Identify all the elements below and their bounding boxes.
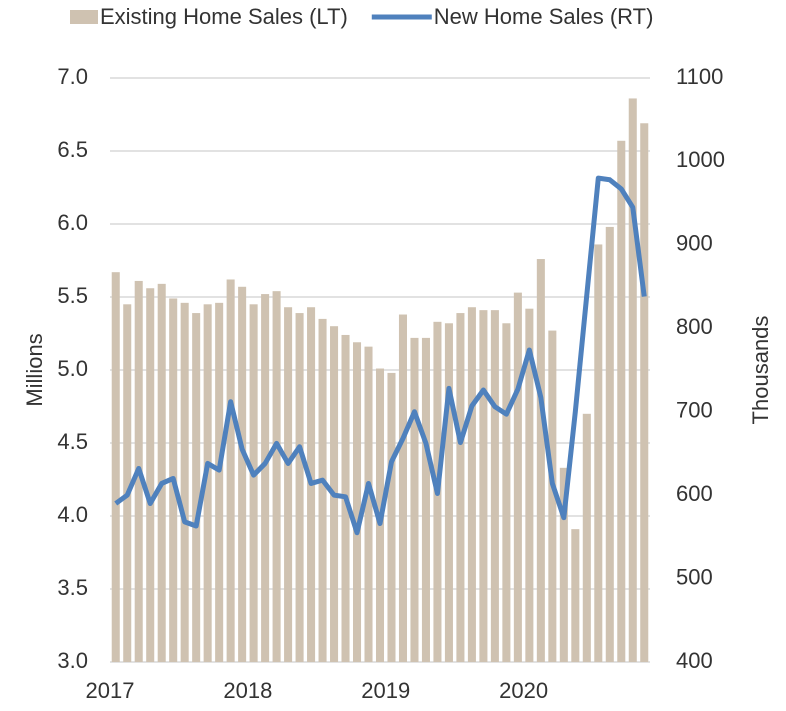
bar [353,342,362,662]
bar [582,413,591,662]
bar [490,310,499,662]
bar [536,259,545,662]
bar [238,286,247,662]
bar [157,283,166,662]
x-tick-label: 2019 [361,678,410,703]
y-tick-label: 7.0 [57,64,88,89]
y2-tick-label: 1000 [676,147,725,172]
bar [123,304,132,662]
bar [284,307,293,662]
bar [559,467,568,662]
x-tick-label: 2020 [499,678,548,703]
bar [571,529,580,662]
bar [421,337,430,662]
bar [146,288,155,662]
bar [617,140,626,662]
y2-tick-label: 800 [676,314,713,339]
y-tick-label: 4.0 [57,502,88,527]
y2-tick-label: 1100 [676,64,723,89]
line [114,175,647,536]
y2-tick-label: 400 [676,648,713,673]
y-tick-label: 5.5 [57,283,88,308]
bar [548,330,557,662]
bar [513,292,522,662]
y-tick-label: 3.5 [57,575,88,600]
bar [467,307,476,662]
bar [192,313,201,662]
bar [387,372,396,662]
bar [203,304,212,662]
x-tick-label: 2018 [223,678,272,703]
y2-axis-label: Thousands [748,316,773,425]
y-tick-label: 6.0 [57,210,88,235]
bar [444,323,453,662]
bar [525,308,534,662]
y2-tick-label: 500 [676,564,713,589]
y-axis-label: Millions [22,333,47,406]
legend-swatch [70,10,98,24]
bar [215,302,224,662]
bar [272,291,281,662]
bar [295,313,304,662]
bar [261,294,270,662]
y-tick-label: 4.5 [57,429,88,454]
x-tick-label: 2017 [86,678,135,703]
bar [479,310,488,662]
y2-tick-label: 900 [676,231,713,256]
bar [594,244,603,662]
y-tick-label: 3.0 [57,648,88,673]
bar [226,279,235,662]
y2-tick-label: 600 [676,481,713,506]
bar [456,313,465,662]
legend-label: New Home Sales (RT) [434,4,654,29]
bar [502,323,511,662]
bar [180,302,189,662]
bar [249,304,258,662]
y-tick-label: 6.5 [57,137,88,162]
bar [640,123,649,662]
legend-label: Existing Home Sales (LT) [100,4,348,29]
bar [318,318,327,662]
y2-tick-label: 700 [676,398,713,423]
y-tick-label: 5.0 [57,356,88,381]
bar [628,98,637,662]
bar [398,314,407,662]
bar [605,226,614,663]
bar [111,272,120,662]
bar [410,337,419,662]
bar [364,346,373,662]
